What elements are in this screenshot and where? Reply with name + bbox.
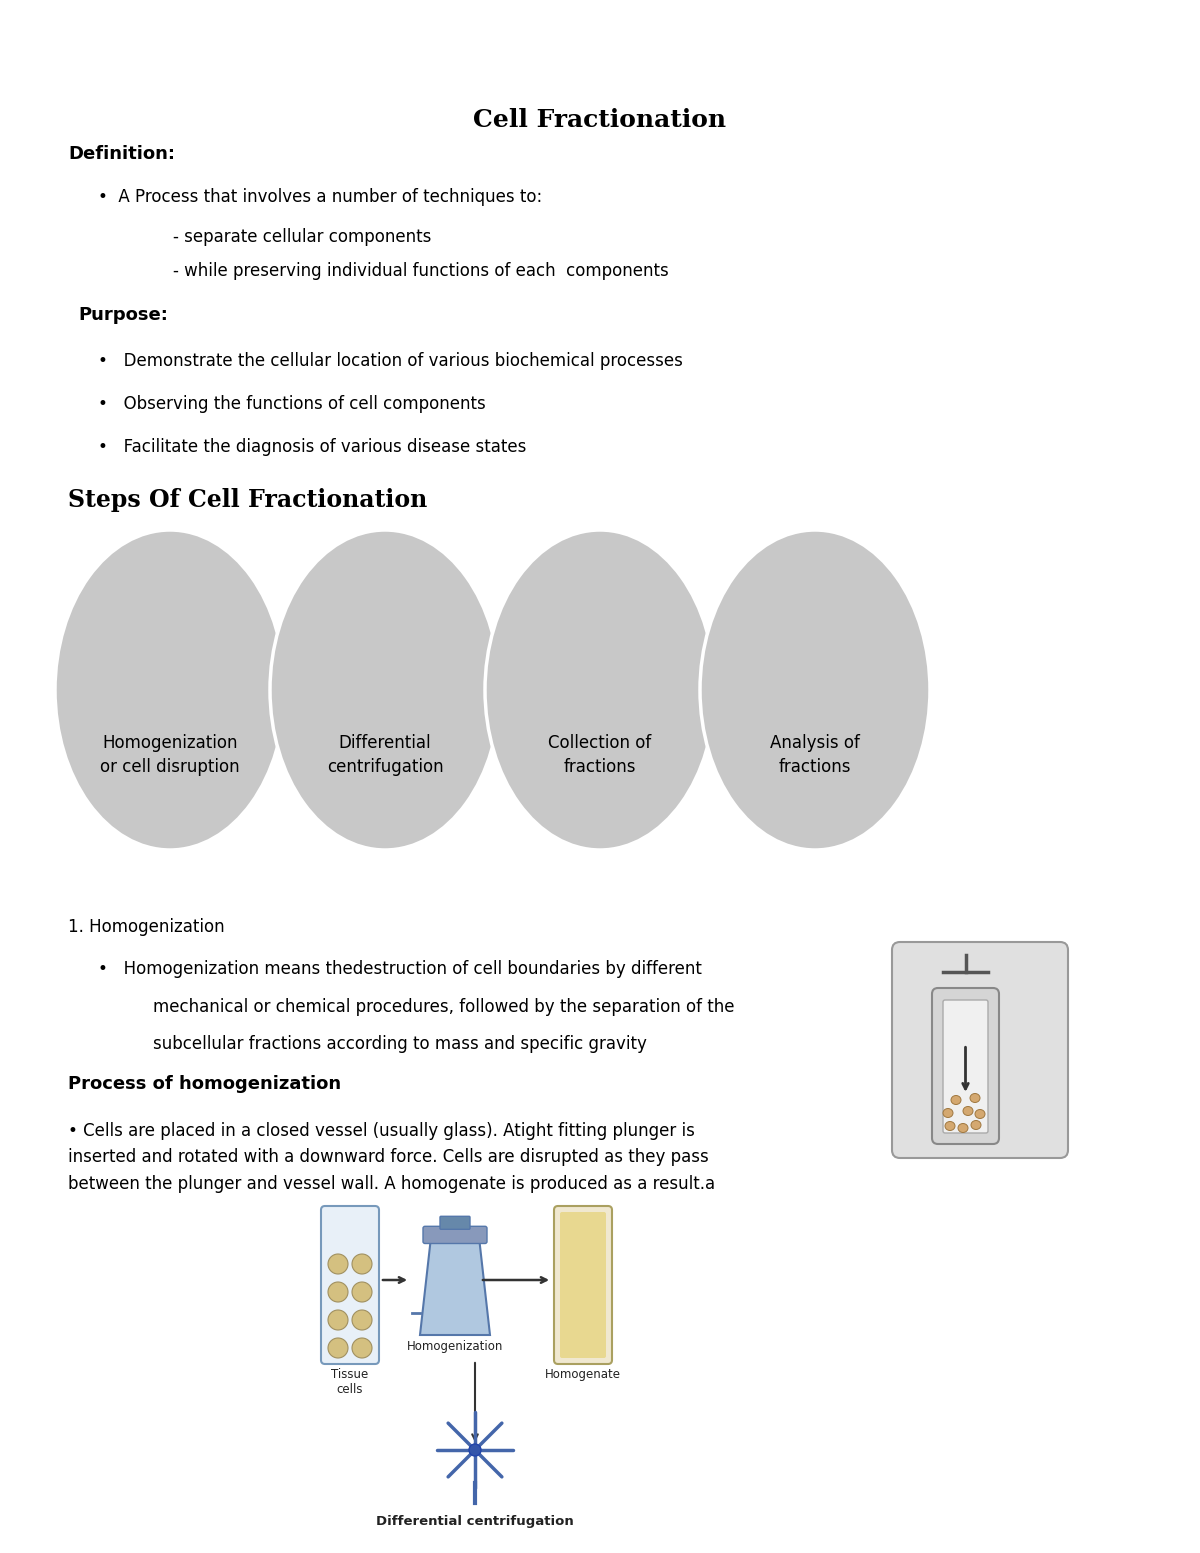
FancyBboxPatch shape	[322, 1207, 379, 1364]
Circle shape	[328, 1253, 348, 1273]
Text: Homogenate: Homogenate	[545, 1368, 622, 1381]
Ellipse shape	[970, 1093, 980, 1103]
FancyBboxPatch shape	[943, 1000, 988, 1134]
Text: Homogenization: Homogenization	[407, 1340, 503, 1353]
Circle shape	[352, 1311, 372, 1329]
FancyBboxPatch shape	[440, 1216, 470, 1230]
Ellipse shape	[964, 1106, 973, 1115]
Text: Analysis of
fractions: Analysis of fractions	[770, 735, 860, 776]
Text: Purpose:: Purpose:	[78, 306, 168, 325]
Circle shape	[352, 1281, 372, 1301]
Text: •   Facilitate the diagnosis of various disease states: • Facilitate the diagnosis of various di…	[98, 438, 527, 457]
Text: subcellular fractions according to mass and specific gravity: subcellular fractions according to mass …	[154, 1034, 647, 1053]
Text: Process of homogenization: Process of homogenization	[68, 1075, 341, 1093]
Text: •   Observing the functions of cell components: • Observing the functions of cell compon…	[98, 394, 486, 413]
Text: Differential centrifugation: Differential centrifugation	[376, 1516, 574, 1528]
Ellipse shape	[55, 530, 286, 849]
Circle shape	[352, 1339, 372, 1357]
Ellipse shape	[971, 1121, 982, 1129]
Ellipse shape	[952, 1095, 961, 1104]
Ellipse shape	[958, 1123, 968, 1132]
Text: 1. Homogenization: 1. Homogenization	[68, 918, 224, 936]
Text: Homogenization
or cell disruption: Homogenization or cell disruption	[100, 735, 240, 776]
Text: Tissue
cells: Tissue cells	[331, 1368, 368, 1396]
Circle shape	[328, 1311, 348, 1329]
Text: •   Demonstrate the cellular location of various biochemical processes: • Demonstrate the cellular location of v…	[98, 353, 683, 370]
FancyBboxPatch shape	[424, 1227, 487, 1244]
Polygon shape	[420, 1241, 490, 1336]
Text: Collection of
fractions: Collection of fractions	[548, 735, 652, 776]
Text: Cell Fractionation: Cell Fractionation	[474, 109, 726, 132]
Text: •  A Process that involves a number of techniques to:: • A Process that involves a number of te…	[98, 188, 542, 207]
Circle shape	[328, 1281, 348, 1301]
Text: Definition:: Definition:	[68, 144, 175, 163]
FancyBboxPatch shape	[932, 988, 998, 1145]
Ellipse shape	[700, 530, 930, 849]
FancyBboxPatch shape	[554, 1207, 612, 1364]
Text: mechanical or chemical procedures, followed by the separation of the: mechanical or chemical procedures, follo…	[154, 999, 734, 1016]
FancyBboxPatch shape	[892, 943, 1068, 1159]
Ellipse shape	[270, 530, 500, 849]
FancyBboxPatch shape	[560, 1211, 606, 1357]
Text: - separate cellular components: - separate cellular components	[173, 228, 431, 245]
Ellipse shape	[946, 1121, 955, 1131]
Ellipse shape	[485, 530, 715, 849]
Text: •   Homogenization means the​destruction of cell boundaries by different: • Homogenization means the​destruction o…	[98, 960, 702, 978]
Text: - while preserving individual functions of each  components: - while preserving individual functions …	[173, 262, 668, 280]
Circle shape	[352, 1253, 372, 1273]
Ellipse shape	[943, 1109, 953, 1118]
Ellipse shape	[976, 1109, 985, 1118]
Text: Steps Of Cell Fractionation: Steps Of Cell Fractionation	[68, 488, 427, 512]
Circle shape	[328, 1339, 348, 1357]
Text: Differential
centrifugation: Differential centrifugation	[326, 735, 443, 776]
Text: • Cells are placed in a closed vessel (usually glass). Atight fitting plunger is: • Cells are placed in a closed vessel (u…	[68, 1121, 715, 1193]
Circle shape	[469, 1444, 481, 1457]
